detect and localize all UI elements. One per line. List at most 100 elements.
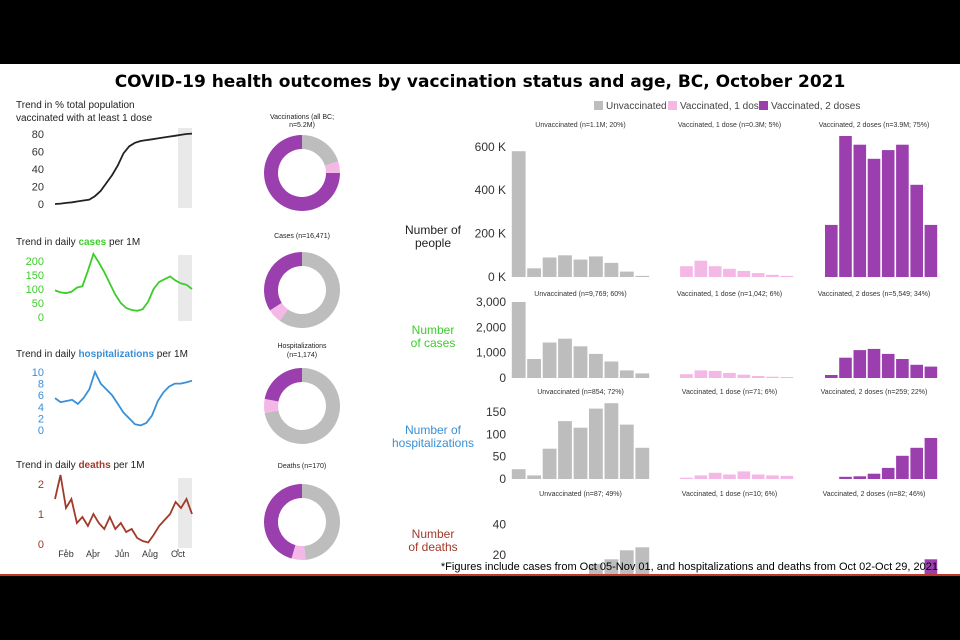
row-label: Number of xyxy=(405,223,462,237)
bar xyxy=(853,144,867,277)
y-tick-label: 80 xyxy=(32,129,44,141)
y-tick-label: 6 xyxy=(38,390,44,402)
figure-title: COVID-19 health outcomes by vaccination … xyxy=(114,72,846,92)
bar-y-tick-label: 400 K xyxy=(475,183,506,197)
panel-title: Unvaccinated (n=854; 72%) xyxy=(537,389,624,396)
bar xyxy=(881,467,895,479)
bar xyxy=(619,370,634,378)
row-label: Number xyxy=(412,323,455,337)
row-label: of deaths xyxy=(408,540,457,554)
bar xyxy=(573,259,588,277)
trend-line-red xyxy=(54,474,193,544)
footnote: *Figures include cases from Oct 05-Nov 0… xyxy=(440,561,938,573)
panel-title: Unvaccinated (n=87; 49%) xyxy=(539,491,622,498)
bar xyxy=(924,366,938,378)
trend-title: Trend in daily hospitalizations per 1M xyxy=(16,349,188,360)
row-label: Number of xyxy=(405,423,462,437)
row-label: of cases xyxy=(411,336,456,350)
bar xyxy=(511,302,526,378)
donut-title: n=5.2M) xyxy=(289,122,315,129)
y-tick-label: 1 xyxy=(38,509,44,521)
chart-svg: Unvaccinated Vaccinated, 1 dose Vaccinated… xyxy=(16,100,938,576)
donut-slice xyxy=(264,398,279,414)
bar xyxy=(825,375,838,378)
y-tick-label: 50 xyxy=(32,298,44,310)
y-tick-label: 0 xyxy=(38,312,44,324)
bar-y-tick-label: 0 xyxy=(499,472,506,486)
bar xyxy=(619,424,634,479)
bar-y-tick-label: 3,000 xyxy=(476,295,506,309)
legend-swatch xyxy=(594,101,603,110)
bar xyxy=(589,408,603,479)
bar xyxy=(910,184,923,277)
row-label: people xyxy=(415,236,451,250)
trend-title: vaccinated with at least 1 dose xyxy=(16,113,153,124)
donut-title: Hospitalizations xyxy=(277,343,327,350)
donut-slice xyxy=(302,135,339,166)
bar-y-tick-label: 100 xyxy=(486,427,506,441)
panel-title: Vaccinated, 2 doses (n=259; 22%) xyxy=(821,389,928,396)
bottom-divider xyxy=(0,574,960,576)
bar xyxy=(680,266,693,277)
bar xyxy=(766,274,779,277)
donut-slice xyxy=(324,161,340,173)
bar xyxy=(896,455,909,479)
x-tick-label: Apr xyxy=(86,549,100,559)
y-tick-label: 8 xyxy=(38,379,44,391)
y-tick-label: 100 xyxy=(26,284,44,296)
row-label: Number xyxy=(412,527,455,541)
bar xyxy=(896,359,909,378)
donut-title: Vaccinations (all BC; xyxy=(270,114,334,121)
bar-y-tick-label: 2,000 xyxy=(476,320,506,334)
bar xyxy=(527,359,541,378)
bar-y-tick-label: 50 xyxy=(493,450,507,464)
bar xyxy=(708,472,722,479)
y-tick-label: 40 xyxy=(32,164,44,176)
donut-slice xyxy=(302,484,341,560)
bar xyxy=(542,448,557,479)
bar xyxy=(924,224,938,277)
bar xyxy=(604,361,619,378)
x-tick-label: Oct xyxy=(171,549,186,559)
bar xyxy=(825,224,838,277)
bar xyxy=(619,550,634,576)
recent-period-band xyxy=(178,478,192,548)
panel-title: Vaccinated, 1 dose (n=71; 6%) xyxy=(682,389,777,396)
bar xyxy=(839,136,852,277)
y-tick-label: 60 xyxy=(32,147,44,159)
bar-y-tick-label: 1,000 xyxy=(476,346,506,360)
panel-title: Vaccinated, 2 doses (n=3.9M; 75%) xyxy=(819,122,930,129)
recent-period-band xyxy=(178,255,192,321)
y-tick-label: 2 xyxy=(38,413,44,425)
bar xyxy=(694,260,708,277)
panel-title: Vaccinated, 1 dose (n=1,042; 6%) xyxy=(677,291,782,298)
bar-y-tick-label: 150 xyxy=(486,405,506,419)
bar xyxy=(604,559,619,576)
bar xyxy=(680,477,693,479)
panel-title: Vaccinated, 1 dose (n=0.3M; 5%) xyxy=(678,122,781,129)
bar xyxy=(589,563,603,576)
bar xyxy=(604,403,619,479)
bar xyxy=(573,346,588,378)
donut-slice xyxy=(279,252,341,328)
y-tick-label: 200 xyxy=(26,256,44,268)
donut-slice xyxy=(264,368,341,445)
donut-slice xyxy=(264,135,340,211)
figure-canvas: COVID-19 health outcomes by vaccination … xyxy=(0,64,960,576)
bar xyxy=(589,256,603,277)
bar xyxy=(694,370,708,378)
bar xyxy=(542,342,557,378)
y-tick-label: 0 xyxy=(38,539,44,551)
bar xyxy=(924,559,938,576)
bar xyxy=(867,473,881,479)
bar xyxy=(558,338,572,378)
donut-slice xyxy=(264,484,302,559)
bar xyxy=(751,474,765,479)
bar xyxy=(573,427,588,479)
donut-slice xyxy=(269,302,288,321)
bar xyxy=(723,268,736,277)
bar xyxy=(527,475,541,479)
bar xyxy=(680,374,693,378)
bar xyxy=(635,373,650,378)
legend-label: Unvaccinated xyxy=(606,101,667,112)
